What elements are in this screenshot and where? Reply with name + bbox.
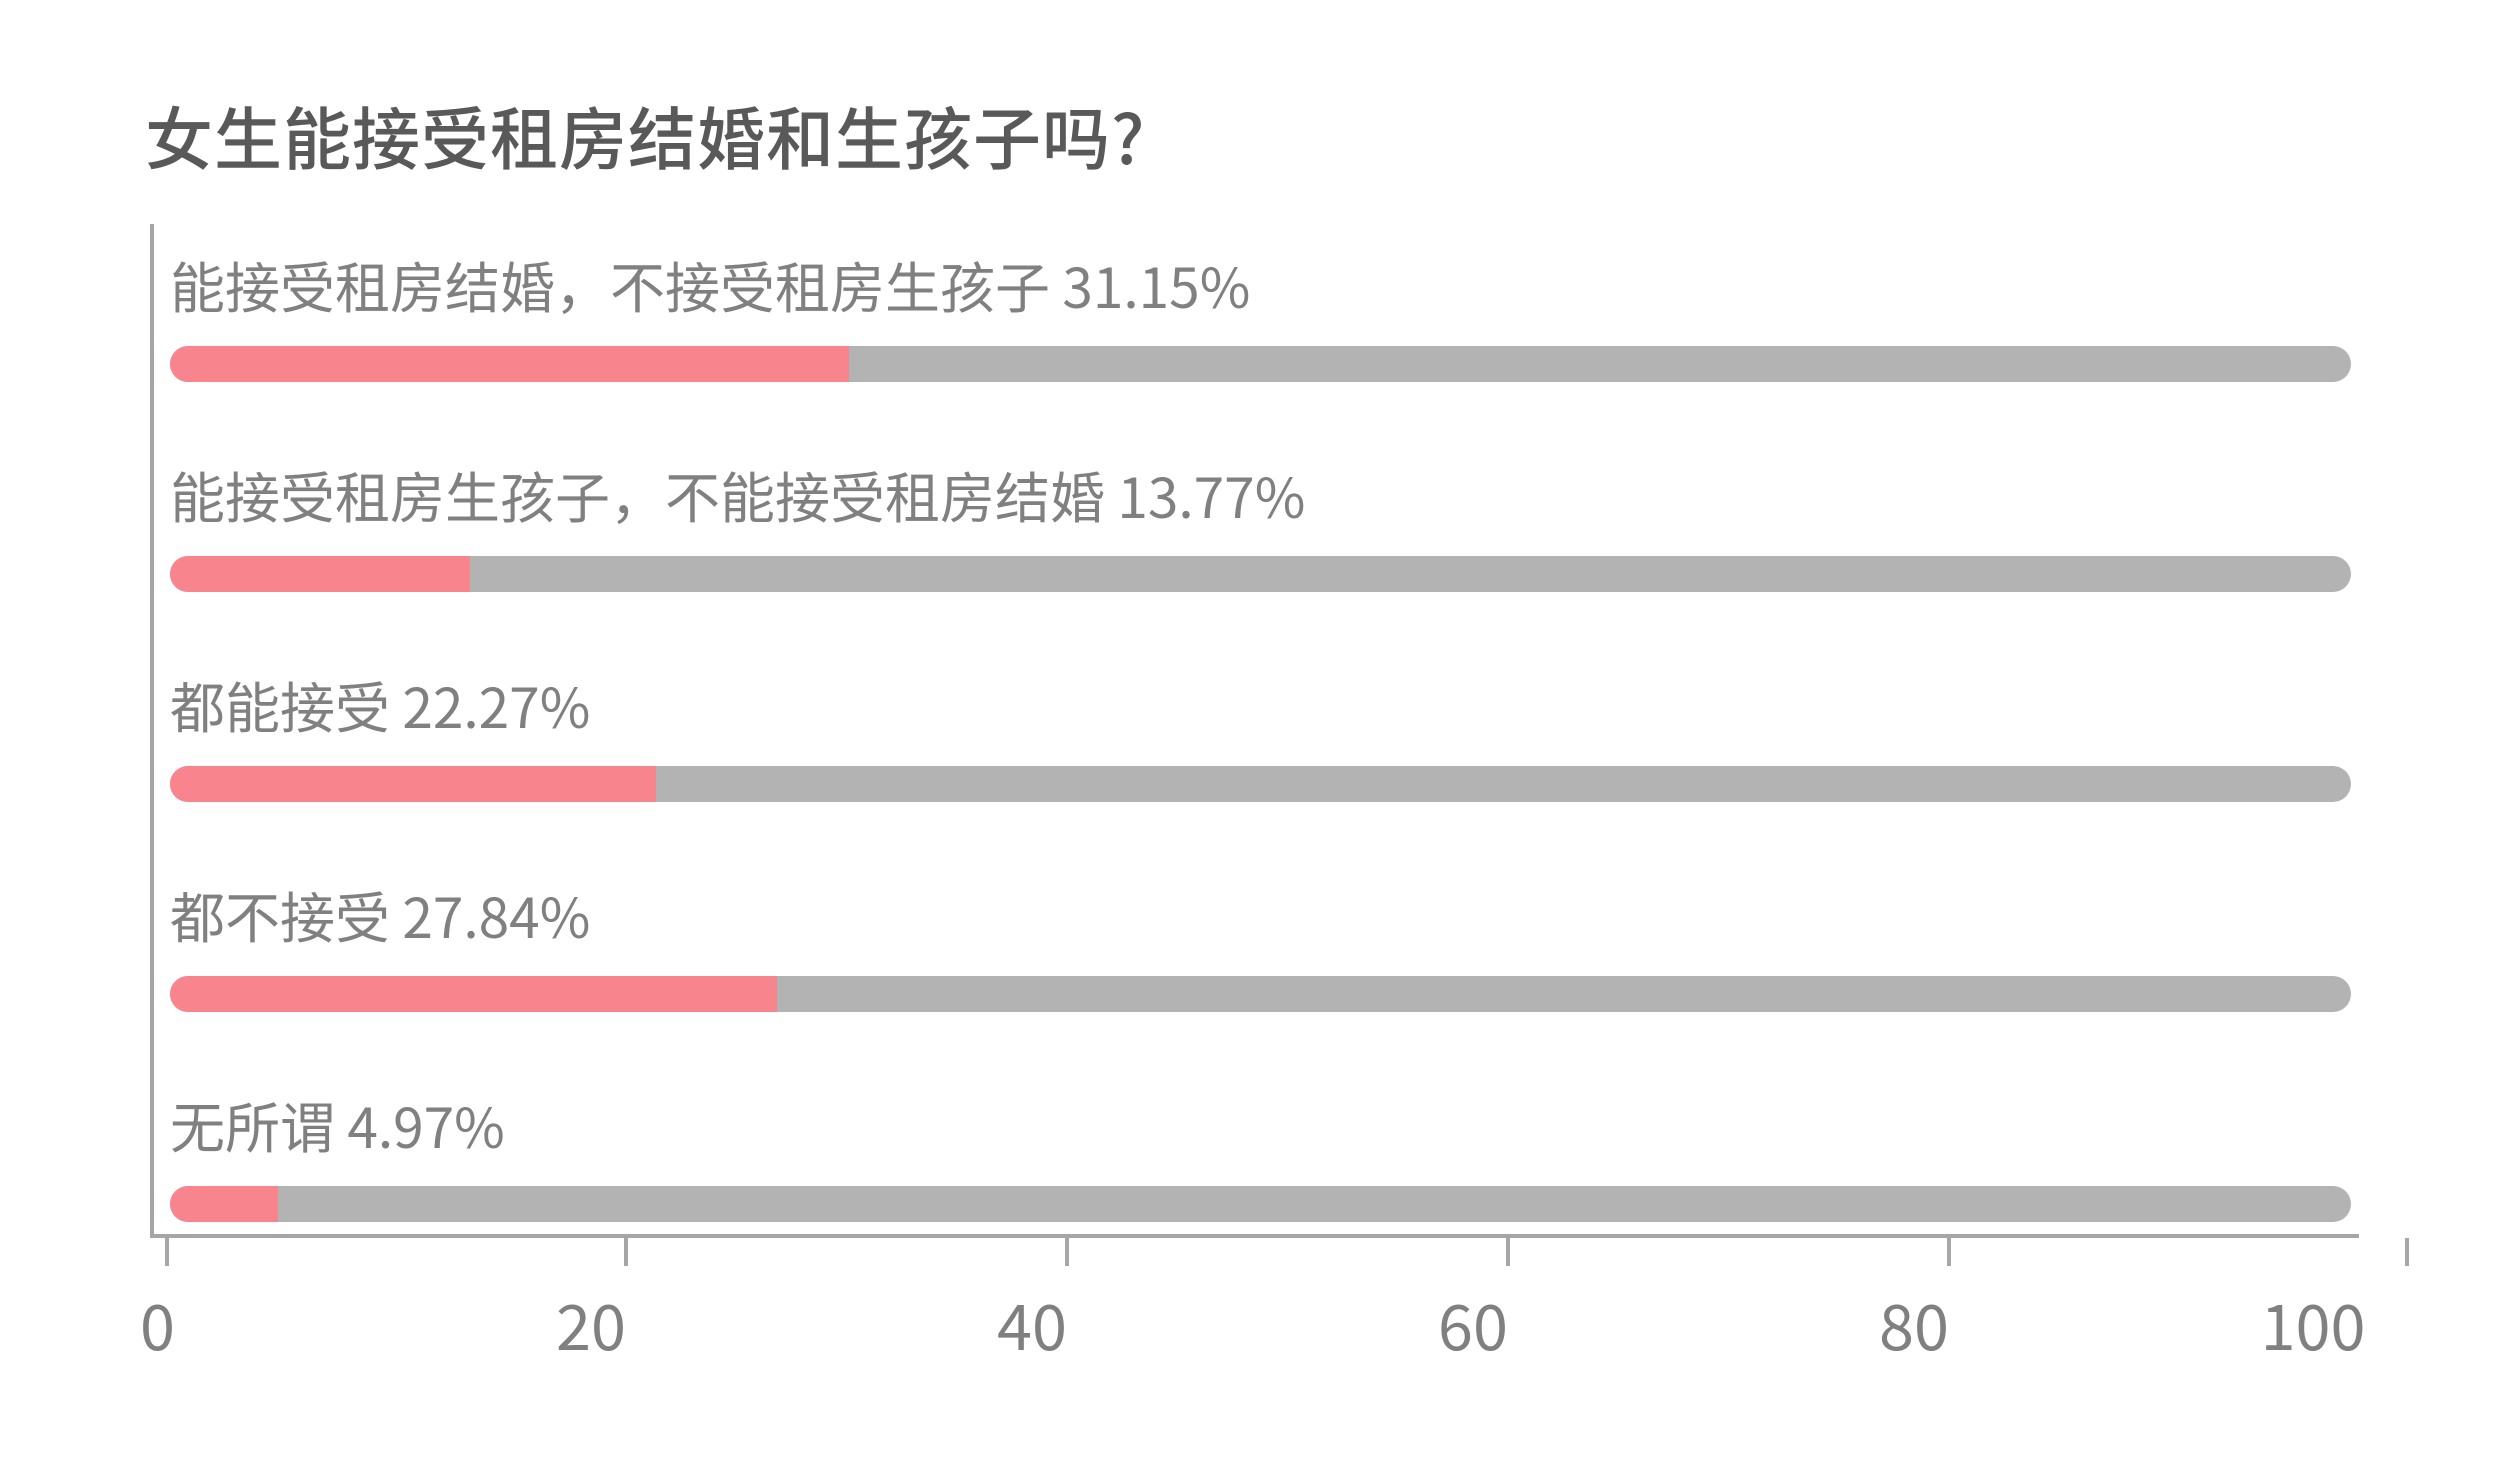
bar-row: 能接受租房结婚，不接受租房生孩子 31.15% — [170, 244, 2351, 382]
bar-track — [170, 556, 2351, 592]
bar-fill — [170, 346, 849, 382]
x-tick-line — [1065, 1238, 1069, 1266]
x-tick-line — [2405, 1238, 2409, 1266]
x-tick: 20 — [591, 1238, 661, 1369]
bar-fill — [170, 976, 777, 1012]
survey-bar-chart: 女生能接受租房结婚和生孩子吗? 能接受租房结婚，不接受租房生孩子 31.15%能… — [145, 85, 2395, 1348]
x-tick-label: 0 — [140, 1278, 175, 1369]
bar-row: 都能接受 22.27% — [170, 664, 2351, 802]
bars-wrapper: 能接受租房结婚，不接受租房生孩子 31.15% 能接受租房生孩子，不能接受租房结婚… — [154, 224, 2359, 1234]
bar-label: 能接受租房结婚，不接受租房生孩子 31.15% — [170, 244, 2351, 324]
bar-fill — [170, 766, 656, 802]
bar-label: 都不接受 27.84% — [170, 874, 2351, 954]
bar-row: 能接受租房生孩子，不能接受租房结婚 13.77% — [170, 454, 2351, 592]
bar-fill — [170, 1186, 278, 1222]
x-tick-label: 80 — [1879, 1278, 1949, 1369]
bar-fill — [170, 556, 470, 592]
bar-track — [170, 766, 2351, 802]
bar-row: 都不接受 27.84% — [170, 874, 2351, 1012]
x-tick-label: 60 — [1438, 1278, 1508, 1369]
x-tick: 80 — [1914, 1238, 1984, 1369]
x-tick: 0 — [150, 1238, 185, 1369]
x-tick-line — [1947, 1238, 1951, 1266]
bar-track — [170, 1186, 2351, 1222]
x-tick-label: 40 — [997, 1278, 1067, 1369]
plot-area: 能接受租房结婚，不接受租房生孩子 31.15% 能接受租房生孩子，不能接受租房结婚… — [150, 224, 2359, 1238]
bar-label: 能接受租房生孩子，不能接受租房结婚 13.77% — [170, 454, 2351, 534]
x-axis-ticks: 020406080100 — [150, 1238, 2355, 1348]
x-tick-label: 100 — [2261, 1278, 2366, 1369]
bar-track — [170, 346, 2351, 382]
chart-title: 女生能接受租房结婚和生孩子吗? — [145, 85, 2395, 184]
x-tick-line — [165, 1238, 169, 1266]
bar-row: 无所谓 4.97% — [170, 1084, 2351, 1222]
x-tick: 60 — [1473, 1238, 1543, 1369]
bar-track — [170, 976, 2351, 1012]
x-tick-label: 20 — [556, 1278, 626, 1369]
x-tick: 40 — [1032, 1238, 1102, 1369]
bar-label: 无所谓 4.97% — [170, 1084, 2351, 1164]
x-tick-line — [1506, 1238, 1510, 1266]
x-tick: 100 — [2355, 1238, 2460, 1369]
x-tick-line — [624, 1238, 628, 1266]
bar-label: 都能接受 22.27% — [170, 664, 2351, 744]
